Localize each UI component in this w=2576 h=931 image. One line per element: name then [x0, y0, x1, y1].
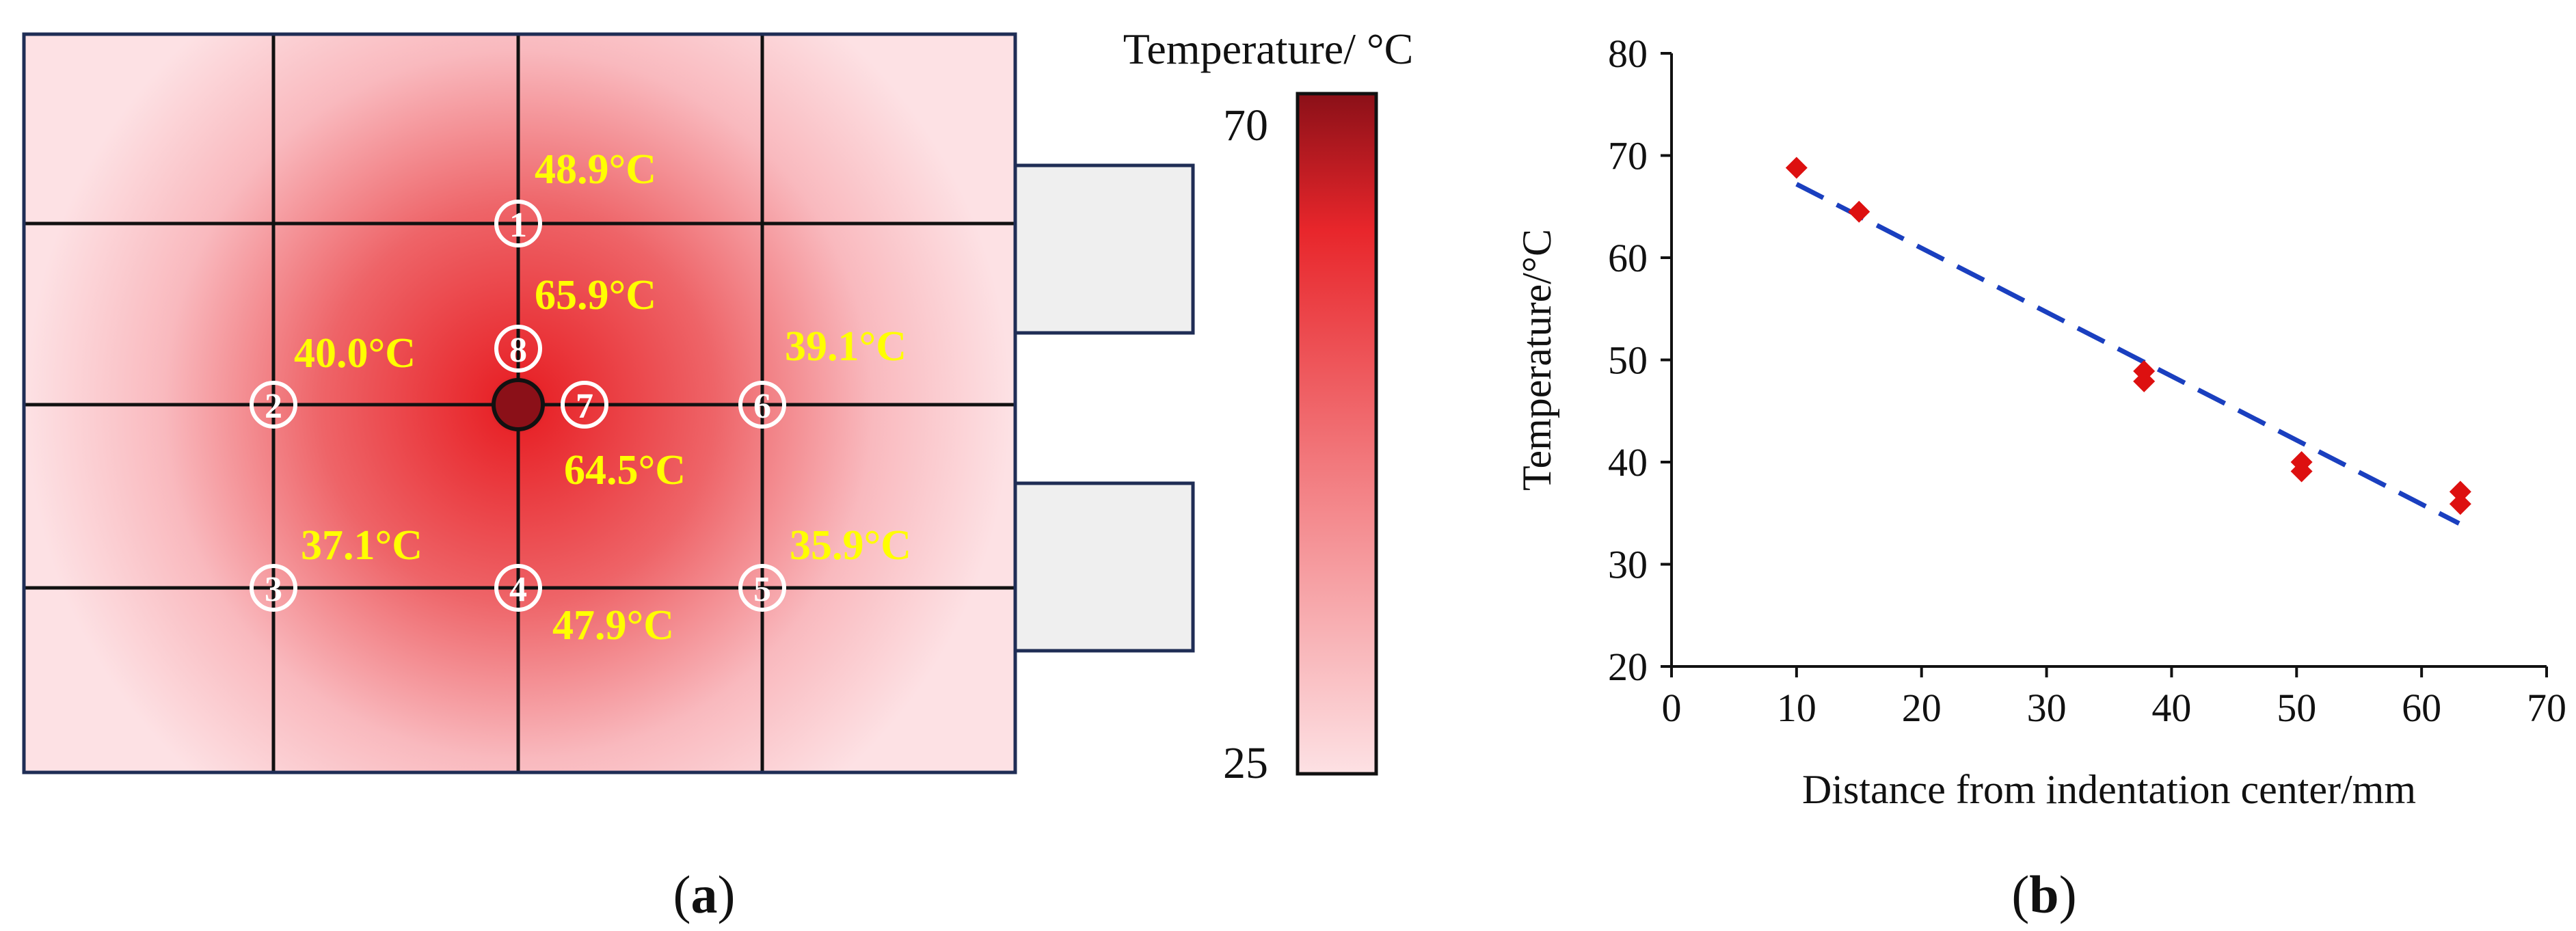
trendline — [1795, 182, 2460, 526]
point-marker-2 — [250, 381, 297, 429]
caption-b: (b) — [2011, 865, 2076, 924]
scatter-points — [1785, 157, 2471, 515]
y-tick-label: 50 — [1608, 338, 1648, 383]
grid-lines — [24, 34, 1015, 772]
scatter-point — [2133, 370, 2156, 392]
scatter-point — [2290, 460, 2313, 483]
point-marker-1 — [494, 200, 542, 247]
scatter-point — [2449, 481, 2471, 503]
measurement-points: 148.9°C 2 40.0°C 3 37.1°C 4 47.9°C 5 35.9°C 6 39.1… — [250, 146, 911, 649]
scatter-point — [2449, 493, 2471, 515]
caption-b-open: ( — [2011, 865, 2029, 924]
clamp-lower — [1013, 481, 1195, 653]
clamp-upper — [1013, 163, 1195, 335]
caption-a-letter: a — [691, 865, 718, 924]
point-marker-5 — [738, 564, 786, 612]
point-number-7: 7 — [576, 387, 593, 426]
point-number-5: 5 — [753, 570, 771, 609]
point-marker-3 — [250, 564, 297, 612]
caption-b-letter: b — [2029, 865, 2058, 924]
x-axis-label: Distance from indentation center/mm — [1802, 767, 2416, 812]
point-marker-6 — [738, 381, 786, 429]
point-number-1: 1 — [509, 206, 527, 245]
trendline-group — [1795, 182, 2460, 526]
point-temperature-4: 47.9°C — [552, 602, 674, 649]
y-tick-label: 80 — [1608, 31, 1648, 76]
point-number-8: 8 — [509, 331, 527, 370]
point-temperature-8: 65.9°C — [535, 272, 656, 319]
point-number-6: 6 — [753, 387, 771, 426]
indentation-center-marker — [492, 378, 545, 431]
point-temperature-1: 48.9°C — [535, 146, 656, 193]
panel-a: 148.9°C 2 40.0°C 3 37.1°C 4 47.9°C 5 35.9°C 6 39.1… — [22, 25, 1414, 924]
point-number-3: 3 — [265, 570, 282, 609]
caption-b-close: ) — [2059, 865, 2077, 924]
x-tick-label: 60 — [2402, 686, 2441, 730]
x-tick-label: 70 — [2527, 686, 2566, 730]
y-tick-label: 40 — [1608, 440, 1648, 485]
point-number-2: 2 — [265, 387, 282, 426]
point-temperature-2: 40.0°C — [294, 330, 416, 377]
colorbar-title: Temperature/ °C — [1123, 25, 1414, 73]
point-number-4: 4 — [509, 570, 527, 609]
point-temperature-5: 35.9°C — [790, 522, 911, 569]
y-tick-label: 20 — [1608, 645, 1648, 689]
x-tick-label: 40 — [2151, 686, 2191, 730]
point-temperature-3: 37.1°C — [301, 522, 422, 569]
colorbar — [1296, 92, 1378, 776]
caption-a-close: ) — [718, 865, 736, 924]
caption-a-open: ( — [673, 865, 691, 924]
point-temperature-7: 64.5°C — [564, 447, 686, 494]
x-tick-label: 20 — [1902, 686, 1942, 730]
point-marker-8 — [494, 325, 542, 373]
caption-a: (a) — [673, 865, 736, 924]
point-marker-4 — [494, 564, 542, 612]
scatter-point — [1848, 200, 1870, 223]
point-temperature-6: 39.1°C — [785, 323, 907, 370]
plate-border — [22, 32, 1017, 774]
scatter-point — [1785, 157, 1808, 179]
x-tick-label: 0 — [1662, 686, 1682, 730]
y-axis-label: Temperature/°C — [1514, 229, 1559, 491]
point-marker-7 — [561, 381, 608, 429]
y-tick-label: 60 — [1608, 236, 1648, 280]
scatter-axes: 0 10 20 30 40 50 60 70 20 30 40 50 60 70 80 — [1608, 31, 2566, 730]
x-tick-label: 50 — [2277, 686, 2316, 730]
x-tick-label: 10 — [1777, 686, 1816, 730]
y-tick-label: 30 — [1608, 543, 1648, 587]
panel-b: 0 10 20 30 40 50 60 70 20 30 40 50 60 70 80 Distance f… — [1514, 31, 2566, 924]
colorbar-max-label: 70 — [1223, 100, 1268, 150]
colorbar-min-label: 25 — [1223, 738, 1268, 788]
x-tick-label: 30 — [2027, 686, 2067, 730]
y-tick-label: 70 — [1608, 134, 1648, 178]
